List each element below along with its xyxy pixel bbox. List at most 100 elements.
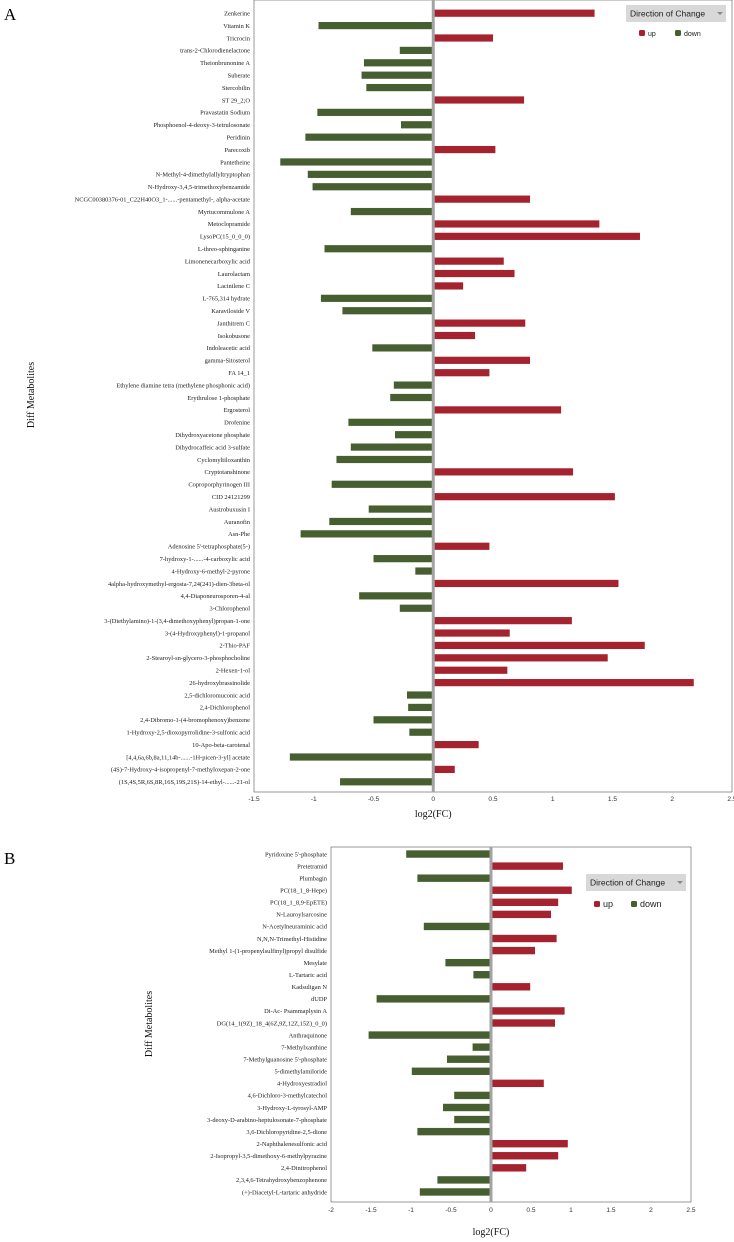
bar (350, 207, 434, 216)
category-label: 2,4-Dinitrophenol (281, 1165, 327, 1172)
category-label: Pretetramid (297, 863, 328, 870)
chevron-down-icon (677, 881, 683, 884)
category-label: 2-Stearoyl-sn-glycero-3-phosphocholine (146, 655, 250, 662)
bar (433, 468, 574, 476)
x-tick-label: 2 (649, 1207, 653, 1214)
category-label: Erythrulose 1-phosphate (187, 395, 250, 402)
category-label: 2-Hexen-1-ol (216, 668, 251, 675)
category-label: Dihydroxyacetone phosphate (175, 432, 250, 439)
category-label: Anthraquinone (289, 1032, 327, 1039)
bar (433, 9, 595, 17)
x-tick-label: 2.5 (686, 1207, 695, 1214)
bar (372, 344, 434, 352)
category-label: 7-Methylxanthine (281, 1044, 327, 1051)
category-label: Limonenecarboxylic acid (185, 258, 251, 265)
category-label: Di-Ac- Psammaplysin A (264, 1008, 327, 1015)
x-tick-label: -2 (328, 1207, 334, 1214)
category-label: Indoleacetic acid (207, 345, 251, 352)
bar (491, 934, 557, 943)
x-tick-label: 2.5 (727, 796, 734, 803)
category-label: 2,5-dichloromuconic acid (184, 692, 250, 699)
bar (433, 282, 464, 290)
category-label: gamma-Sitosterol (205, 358, 251, 365)
category-label: Janthitrem C (217, 320, 250, 327)
bar (373, 716, 434, 724)
category-label: Isokobusone (218, 333, 250, 340)
bar (491, 862, 563, 870)
category-label: 2,4-Dichlorophenol (200, 705, 250, 712)
category-label: 2,3,4,6-Tetrahydroxybenzophenone (236, 1177, 327, 1184)
bar (336, 455, 434, 464)
category-label: CID 24121299 (212, 494, 250, 501)
category-label: 4-Hydroxy-6-methyl-2-pyrone (172, 568, 251, 575)
category-label: Mesylate (304, 960, 328, 967)
bar (350, 443, 434, 451)
legend-swatch-down (631, 901, 637, 907)
category-label: DG(14_1(9Z)_18_4(6Z,9Z,12Z,15Z)_0_0) (217, 1020, 327, 1027)
category-label: (1S,4S,5R,6S,8R,16S,19S,21S)-14-ethyl-..… (119, 779, 250, 786)
category-label: Theionbrunonine A (200, 60, 250, 67)
category-label: Myrtucommulone A (198, 209, 250, 216)
bar (433, 220, 600, 228)
plot-frame (253, 0, 733, 793)
bar (433, 654, 608, 662)
category-label: ST 29_2;O (222, 97, 250, 104)
category-label: Auranofin (224, 519, 251, 526)
bar (361, 71, 434, 79)
bar (417, 1127, 491, 1136)
x-tick-label: 1 (551, 796, 555, 803)
bar (491, 1164, 527, 1172)
bar (473, 971, 491, 979)
bar (433, 679, 694, 687)
y-axis-title: Diff Metabolites (144, 991, 155, 1057)
legend: Direction of Change up down (586, 874, 686, 909)
category-label: dUDP (311, 996, 327, 1003)
bar (433, 319, 526, 327)
category-label: 2,4-Dibromo-1-(4-bromophenoxy)benzene (140, 717, 250, 724)
bar (433, 356, 531, 364)
category-label: Coproporphyrinogen III (188, 482, 250, 489)
bar (373, 555, 434, 563)
x-axis-title: log2(FC) (473, 1227, 510, 1238)
bar (472, 1043, 491, 1051)
bar (359, 592, 434, 600)
bar (408, 703, 434, 712)
bar (491, 983, 531, 991)
category-label: 3-Hydroxy-L-tyrosyl-AMP (257, 1105, 327, 1112)
x-tick-label: 0 (489, 1207, 493, 1214)
bar (491, 910, 551, 919)
bar (433, 741, 479, 749)
legend-swatch-up (594, 901, 600, 907)
category-label: 3-(Diethylamino)-1-(3,4-dimethoxyphenyl)… (104, 618, 250, 625)
bar (307, 170, 434, 178)
bar (406, 850, 491, 858)
bar (342, 307, 434, 315)
category-label: N-Lauroylsarcosine (276, 912, 327, 919)
category-label: Adenosine 5'-tetraphosphate(5-) (168, 544, 250, 551)
category-label: trans-2-Chlorodienelactone (180, 48, 250, 55)
bar (305, 133, 434, 141)
category-label: 7-hydroxy-1-......-4-carboxylic acid (160, 556, 251, 563)
category-label: Cryptotanshinone (205, 469, 251, 476)
bar (433, 617, 572, 625)
category-label: Stercobilin (222, 85, 251, 92)
category-label: Vitamin K (223, 23, 250, 30)
category-label: Drofenine (224, 420, 250, 427)
bar (433, 579, 619, 588)
legend-label-down: down (684, 31, 701, 38)
bar (433, 369, 490, 377)
plot-frame (330, 846, 692, 1203)
bar (390, 393, 434, 402)
bar (329, 517, 434, 526)
bar (411, 1067, 491, 1075)
category-label: PC(18_1_8,9-EpETE) (270, 900, 327, 907)
legend: Direction of Change up down (626, 5, 726, 38)
x-tick-label: 1.5 (606, 1207, 615, 1214)
category-label: Suberate (228, 72, 251, 79)
legend-title: Direction of Change (630, 9, 705, 19)
bar (399, 604, 434, 612)
category-label: Austrobuxusin I (209, 506, 250, 513)
x-tick-label: -0.5 (445, 1207, 457, 1214)
category-label: (+)-Diacetyl-L-tartaric anhydride (242, 1189, 327, 1196)
bar (409, 728, 434, 736)
